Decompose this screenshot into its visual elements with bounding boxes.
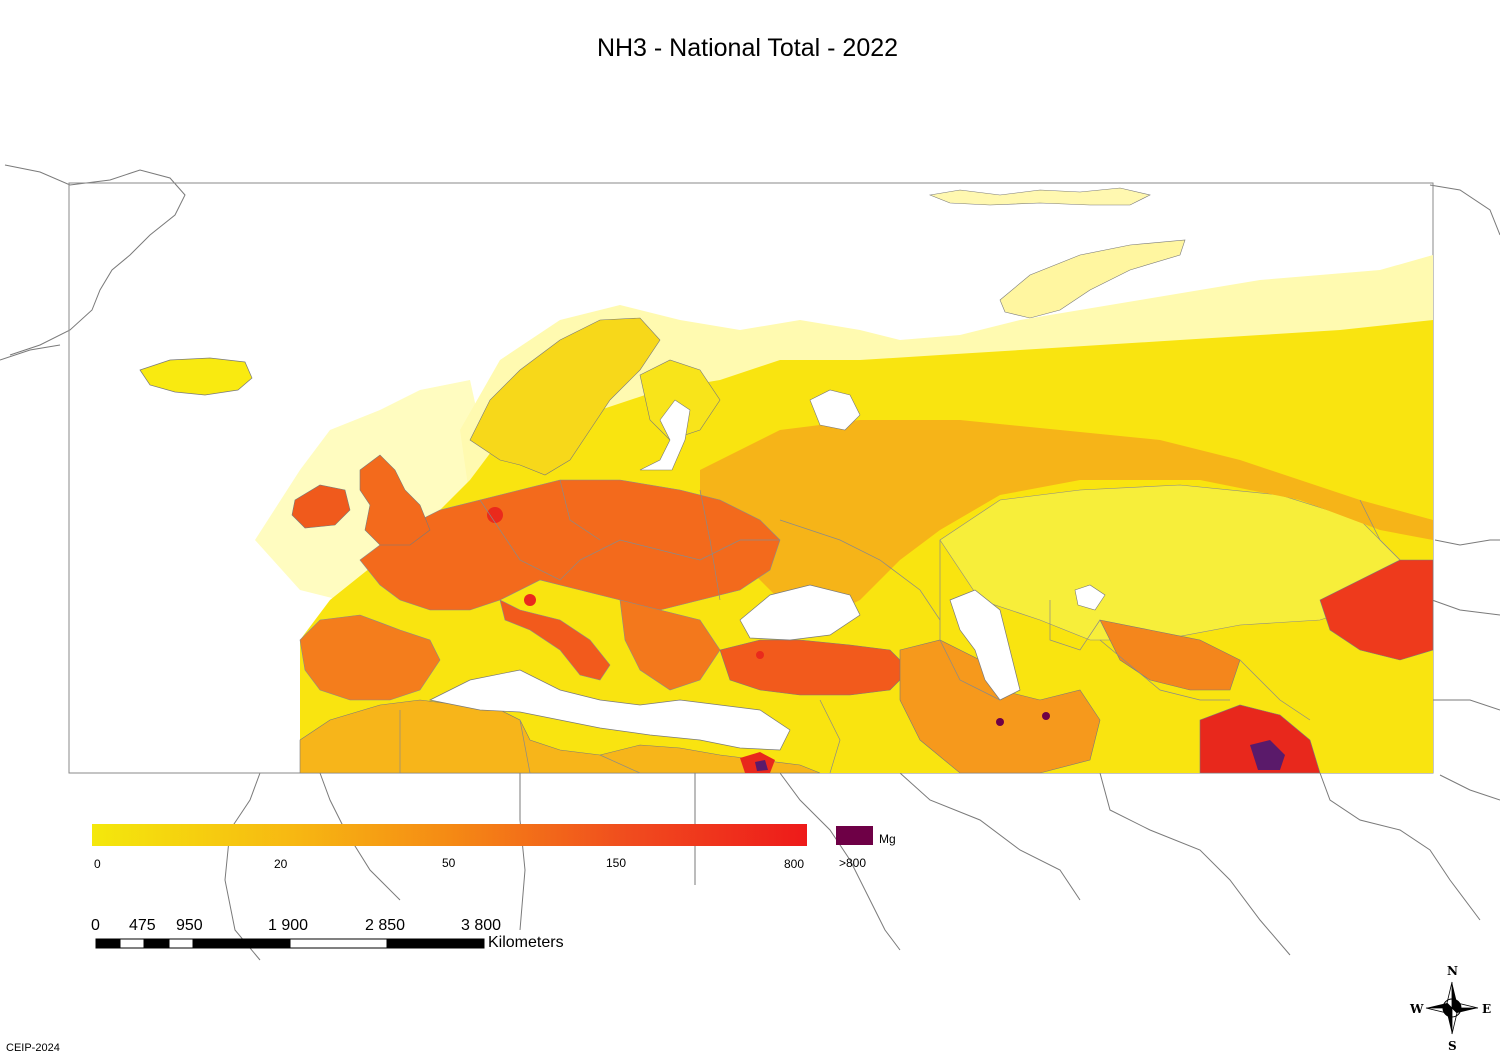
compass-west: W: [1410, 1002, 1424, 1016]
compass-east: E: [1482, 1002, 1492, 1016]
outer-coastlines: [0, 164, 1500, 961]
legend-tick-50: 50: [442, 856, 456, 870]
compass-south: S: [1448, 1039, 1457, 1053]
scale-tick-475: 475: [129, 917, 156, 934]
legend-tick-0: 0: [94, 857, 101, 871]
scale-tick-3800: 3 800: [461, 917, 502, 934]
legend-tick-150: 150: [606, 856, 627, 870]
compass-north: N: [1447, 964, 1458, 978]
scale-bar: [95, 938, 485, 949]
credit-label: CEIP-2024: [6, 1042, 60, 1054]
scale-unit: Kilometers: [488, 934, 564, 951]
legend-unit: Mg: [879, 832, 896, 846]
compass-rose-icon: [1425, 981, 1479, 1035]
legend-tick-20: 20: [274, 857, 288, 871]
scale-tick-0: 0: [91, 917, 100, 934]
scale-tick-1900: 1 900: [268, 917, 309, 934]
scale-tick-2850: 2 850: [365, 917, 406, 934]
legend-tick-800: 800: [784, 857, 805, 871]
legend-gradient-bar: [92, 824, 807, 846]
scale-tick-950: 950: [176, 917, 203, 934]
map-title: NH3 - National Total - 2022: [596, 34, 899, 62]
legend-overflow-swatch: [836, 826, 873, 845]
legend-overflow-label: >800: [839, 856, 867, 870]
